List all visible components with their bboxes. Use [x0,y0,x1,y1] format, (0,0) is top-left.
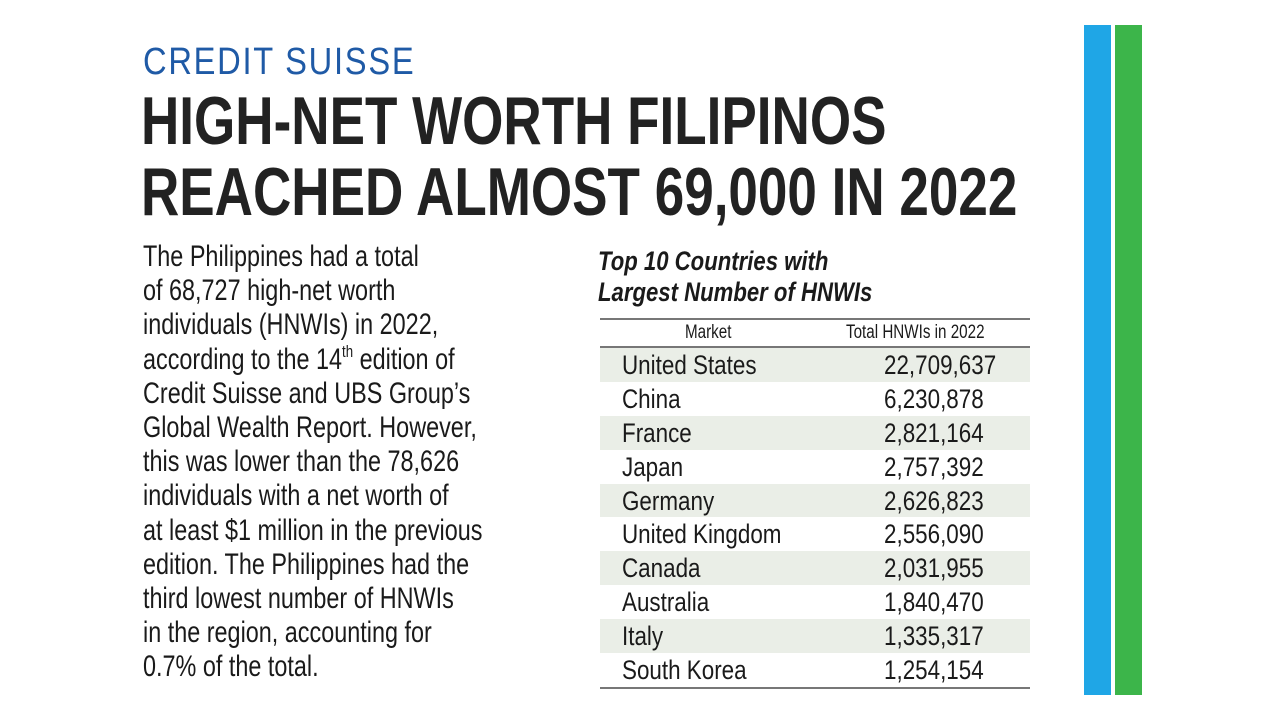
table-row: Canada 2,031,955 [600,551,1030,586]
total-cell: 22,709,637 [884,350,997,380]
body-line: individuals with a net worth of [143,479,449,513]
body-line: individuals (HNWIs) in 2022, [143,308,439,342]
table-row: Australia 1,840,470 [600,585,1030,619]
market-cell: Japan [622,451,684,482]
table-row: Japan 2,757,392 [600,450,1030,484]
market-cell: South Korea [622,655,747,686]
body-line: according to the 14 [143,342,343,376]
ordinal-superscript: th [342,341,354,361]
body-line: in the region, accounting for [143,616,432,650]
total-cell: 1,840,470 [884,587,984,618]
body-line: 0.7% of the total. [143,650,319,684]
table-row: Germany 2,626,823 [600,483,1030,518]
table-row: France 2,821,164 [600,415,1030,450]
green-decorative-stripe [1115,25,1142,695]
market-cell: China [622,383,681,414]
total-cell: 1,335,317 [884,621,984,652]
body-line: third lowest number of HNWIs [143,582,454,616]
total-cell: 1,254,154 [884,655,984,686]
total-cell: 2,626,823 [884,485,984,516]
body-line: of 68,727 high-net worth [143,274,396,308]
table-row: Italy 1,335,317 [600,619,1030,654]
headline: HIGH-NET WORTH FILIPINOS REACHED ALMOST … [141,86,1017,228]
table-title-line-2: Largest Number of HNWIs [598,277,873,307]
total-cell: 2,757,392 [884,451,984,482]
table-title: Top 10 Countries with Largest Number of … [598,246,872,308]
body-paragraph: The Philippines had a total of 68,727 hi… [143,240,564,685]
table-row: China 6,230,878 [600,382,1030,416]
body-line: at least $1 million in the previous [143,513,483,547]
headline-line-2: REACHED ALMOST 69,000 IN 2022 [141,154,1018,230]
total-cell: 2,556,090 [884,519,984,550]
market-cell: France [622,417,692,448]
table-row: United Kingdom 2,556,090 [600,517,1030,551]
total-cell: 2,031,955 [884,553,984,584]
column-header-market: Market [685,322,732,343]
table-header-row: Market Total HNWIs in 2022 [600,318,1030,348]
body-line: Credit Suisse and UBS Group’s [143,376,471,410]
body-line-suffix: edition of [353,342,455,376]
market-cell: Germany [622,485,715,516]
body-line: this was lower than the 78,626 [143,445,460,479]
body-line-with-superscript: according to the 14th edition of [143,343,564,377]
total-cell: 2,821,164 [884,417,984,448]
market-cell: United Kingdom [622,519,782,550]
body-line: Global Wealth Report. However, [143,411,477,445]
table-row: South Korea 1,254,154 [600,653,1030,687]
table-body: United States 22,709,637 China 6,230,878… [600,348,1030,689]
market-cell: Australia [622,587,710,618]
table-title-line-1: Top 10 Countries with [598,246,829,276]
total-cell: 6,230,878 [884,383,984,414]
hnwi-table: Market Total HNWIs in 2022 United States… [600,318,1030,689]
market-cell: United States [622,350,757,380]
headline-line-1: HIGH-NET WORTH FILIPINOS [141,83,887,159]
table-row: United States 22,709,637 [600,348,1030,382]
publication-kicker: CREDIT SUISSE [143,41,416,83]
market-cell: Canada [622,553,701,584]
body-line: edition. The Philippines had the [143,547,470,581]
blue-decorative-stripe [1084,25,1111,695]
market-cell: Italy [622,621,664,652]
column-header-total: Total HNWIs in 2022 [846,322,985,343]
body-line: The Philippines had a total [143,240,419,273]
